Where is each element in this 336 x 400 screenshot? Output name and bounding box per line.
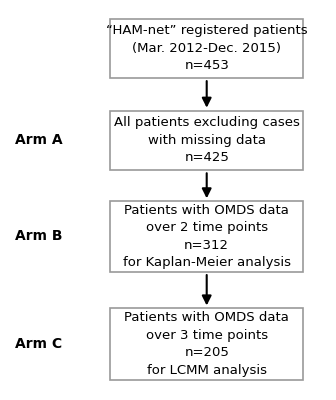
Text: “HAM-net” registered patients
(Mar. 2012-Dec. 2015)
n=453: “HAM-net” registered patients (Mar. 2012…: [106, 24, 307, 72]
Text: Patients with OMDS data
over 3 time points
n=205
for LCMM analysis: Patients with OMDS data over 3 time poin…: [124, 311, 289, 377]
FancyBboxPatch shape: [110, 308, 303, 380]
Text: Patients with OMDS data
over 2 time points
n=312
for Kaplan-Meier analysis: Patients with OMDS data over 2 time poin…: [123, 204, 291, 269]
FancyBboxPatch shape: [110, 111, 303, 170]
Text: Arm A: Arm A: [15, 134, 63, 148]
FancyBboxPatch shape: [110, 201, 303, 272]
Text: Arm B: Arm B: [15, 230, 63, 244]
Text: Arm C: Arm C: [15, 337, 62, 351]
Text: All patients excluding cases
with missing data
n=425: All patients excluding cases with missin…: [114, 116, 300, 164]
FancyBboxPatch shape: [110, 18, 303, 78]
